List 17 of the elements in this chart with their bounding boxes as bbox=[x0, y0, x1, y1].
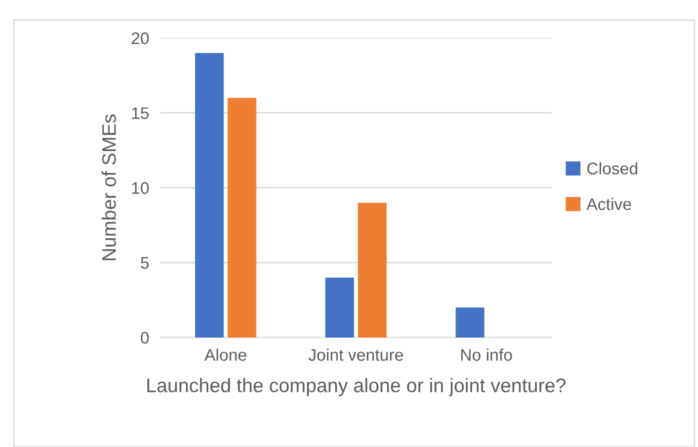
x-tick-label: No info bbox=[461, 348, 512, 361]
x-axis-title: Launched the company alone or in joint venture? bbox=[147, 378, 566, 396]
x-tick-label: Alone bbox=[204, 348, 246, 361]
x-tick-label: Joint venture bbox=[308, 348, 403, 361]
y-tick-label: 10 bbox=[132, 182, 149, 194]
bar bbox=[228, 98, 256, 338]
legend-label: Closed bbox=[587, 162, 638, 174]
bar bbox=[358, 202, 387, 338]
y-axis-title: Number of SMEs bbox=[102, 114, 116, 260]
y-tick-label: 5 bbox=[140, 257, 149, 269]
y-tick-label: 0 bbox=[140, 332, 149, 344]
bar bbox=[456, 308, 484, 338]
bar bbox=[195, 52, 224, 338]
bar bbox=[325, 278, 354, 338]
legend-label: Active bbox=[586, 198, 632, 210]
y-tick-label: 15 bbox=[132, 107, 149, 120]
y-tick-label: 20 bbox=[132, 32, 149, 44]
